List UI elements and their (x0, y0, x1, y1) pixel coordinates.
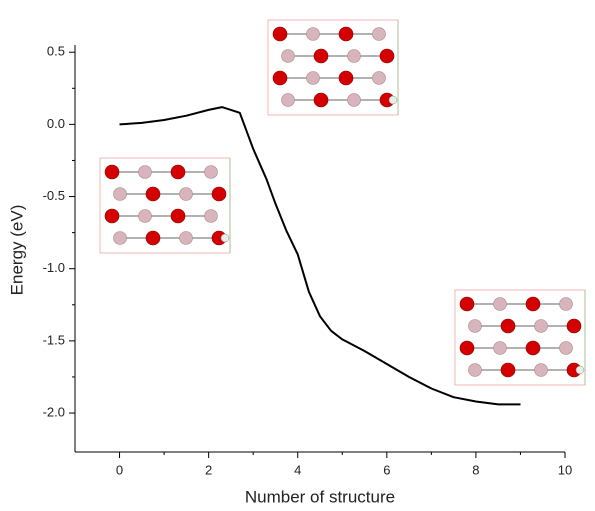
atom (221, 234, 229, 242)
atom (314, 93, 328, 107)
atom (560, 342, 573, 355)
x-tick-label: 2 (205, 462, 212, 477)
atom (348, 50, 361, 63)
atom (535, 320, 548, 333)
atom (348, 94, 361, 107)
x-tick-label: 0 (116, 462, 123, 477)
atom (282, 94, 295, 107)
x-axis-title: Number of structure (245, 487, 395, 506)
atom (307, 72, 320, 85)
atom (180, 188, 193, 201)
atom (380, 49, 394, 63)
atom (567, 319, 581, 333)
atom (314, 49, 328, 63)
atom (180, 232, 193, 245)
atom (469, 320, 482, 333)
atom (501, 319, 515, 333)
atom (105, 165, 119, 179)
x-tick-label: 6 (383, 462, 390, 477)
atom (339, 71, 353, 85)
atom (460, 341, 474, 355)
y-tick-label: -2.0 (43, 404, 65, 419)
x-tick-label: 4 (294, 462, 301, 477)
line-series (120, 107, 521, 404)
atom (526, 341, 540, 355)
y-axis-title: Energy (eV) (7, 205, 26, 296)
atom (282, 50, 295, 63)
atom (339, 27, 353, 41)
x-tick-label: 10 (558, 462, 572, 477)
atom (560, 298, 573, 311)
y-tick-label: 0.5 (47, 44, 65, 59)
atom (494, 342, 507, 355)
atom (146, 187, 160, 201)
atom (205, 210, 218, 223)
atom (273, 71, 287, 85)
atom (526, 297, 540, 311)
atom (212, 187, 226, 201)
atom (114, 188, 127, 201)
atom (373, 72, 386, 85)
x-tick-label: 8 (472, 462, 479, 477)
atom (535, 364, 548, 377)
y-tick-label: 0.0 (47, 116, 65, 131)
y-tick-label: -1.5 (43, 332, 65, 347)
atom (171, 209, 185, 223)
atom (273, 27, 287, 41)
atom (105, 209, 119, 223)
atom (171, 165, 185, 179)
atom (307, 28, 320, 41)
atom (576, 366, 584, 374)
atom (389, 96, 397, 104)
structure-insets (100, 20, 585, 385)
atom (139, 166, 152, 179)
y-tick-label: -1.0 (43, 260, 65, 275)
atom (114, 232, 127, 245)
y-tick-label: -0.5 (43, 188, 65, 203)
atom (460, 297, 474, 311)
atom (146, 231, 160, 245)
atom (139, 210, 152, 223)
atom (205, 166, 218, 179)
chart: Number of structure Energy (eV) -2.0 -1.5… (0, 0, 595, 511)
atom (469, 364, 482, 377)
page: {"chart_data": {"type": "line", "x_label… (0, 0, 595, 511)
atom (501, 363, 515, 377)
atom (373, 28, 386, 41)
atom (494, 298, 507, 311)
